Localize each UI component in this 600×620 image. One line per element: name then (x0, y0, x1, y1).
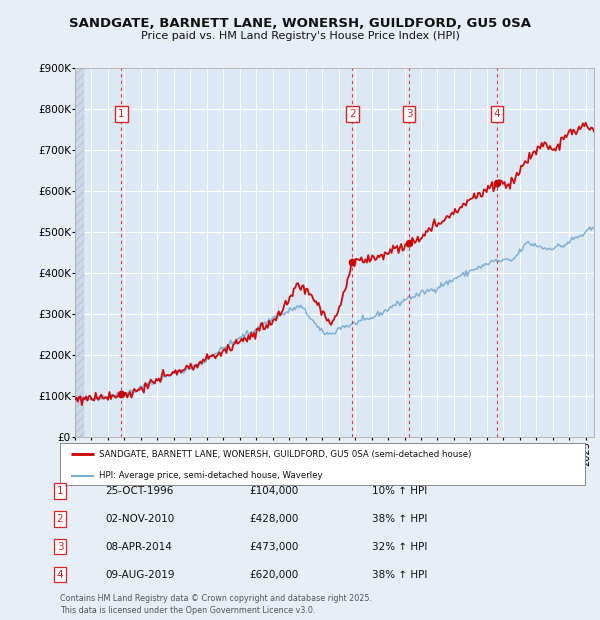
Text: 2: 2 (349, 109, 356, 119)
Text: 1: 1 (118, 109, 125, 119)
Text: 08-APR-2014: 08-APR-2014 (105, 542, 172, 552)
Text: SANDGATE, BARNETT LANE, WONERSH, GUILDFORD, GU5 0SA: SANDGATE, BARNETT LANE, WONERSH, GUILDFO… (69, 17, 531, 30)
Text: 10% ↑ HPI: 10% ↑ HPI (372, 486, 427, 496)
Text: Contains HM Land Registry data © Crown copyright and database right 2025.
This d: Contains HM Land Registry data © Crown c… (60, 593, 372, 615)
Text: Price paid vs. HM Land Registry's House Price Index (HPI): Price paid vs. HM Land Registry's House … (140, 31, 460, 41)
Text: 32% ↑ HPI: 32% ↑ HPI (372, 542, 427, 552)
Text: 25-OCT-1996: 25-OCT-1996 (105, 486, 173, 496)
Text: £104,000: £104,000 (249, 486, 298, 496)
Text: HPI: Average price, semi-detached house, Waverley: HPI: Average price, semi-detached house,… (100, 471, 323, 480)
Text: 1: 1 (56, 486, 64, 496)
Text: 3: 3 (406, 109, 412, 119)
Text: 38% ↑ HPI: 38% ↑ HPI (372, 570, 427, 580)
Text: SANDGATE, BARNETT LANE, WONERSH, GUILDFORD, GU5 0SA (semi-detached house): SANDGATE, BARNETT LANE, WONERSH, GUILDFO… (100, 450, 472, 459)
Text: 4: 4 (56, 570, 64, 580)
Text: 38% ↑ HPI: 38% ↑ HPI (372, 514, 427, 524)
Text: £473,000: £473,000 (249, 542, 298, 552)
Text: 02-NOV-2010: 02-NOV-2010 (105, 514, 174, 524)
Text: 3: 3 (56, 542, 64, 552)
Text: 09-AUG-2019: 09-AUG-2019 (105, 570, 175, 580)
Text: 4: 4 (493, 109, 500, 119)
Text: £620,000: £620,000 (249, 570, 298, 580)
Text: 2: 2 (56, 514, 64, 524)
Text: £428,000: £428,000 (249, 514, 298, 524)
